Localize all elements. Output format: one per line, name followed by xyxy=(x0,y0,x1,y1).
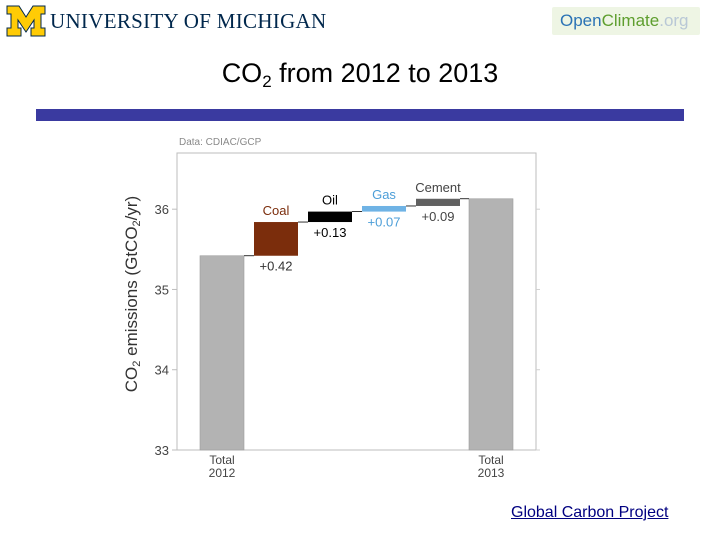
bar-name-label-cement: Cement xyxy=(415,180,461,195)
bar-oil xyxy=(308,211,352,223)
x-tick-label-total2013: Total xyxy=(478,453,503,467)
global-carbon-project-link[interactable]: Global Carbon Project xyxy=(511,504,669,521)
title-divider xyxy=(36,109,684,121)
bar-delta-label-gas: +0.07 xyxy=(368,215,401,230)
bar-delta-label-cement: +0.09 xyxy=(422,209,455,224)
bar-delta-label-coal: +0.42 xyxy=(260,259,293,274)
data-source-note: Data: CDIAC/GCP xyxy=(179,137,262,148)
openclimate-logo-open: Open xyxy=(560,11,602,30)
university-name: UNIVERSITY OF MICHIGAN xyxy=(50,9,327,33)
y-axis-label-part: emissions (GtCO xyxy=(122,226,141,360)
y-tick-label: 36 xyxy=(155,202,169,217)
y-axis-label-part: /yr) xyxy=(122,196,141,221)
y-axis-label-part: 2 xyxy=(131,361,143,367)
openclimate-logo[interactable]: OpenClimate.org xyxy=(552,7,700,35)
bar-total2012 xyxy=(199,255,245,451)
bar-delta-label-oil: +0.13 xyxy=(314,225,347,240)
slide-title-rest: from 2012 to 2013 xyxy=(271,58,499,88)
bar-gas xyxy=(362,205,406,212)
x-tick-label-total2012: 2012 xyxy=(209,466,236,480)
y-tick-label: 34 xyxy=(155,363,169,378)
header: UNIVERSITY OF MICHIGAN OpenClimate.org xyxy=(0,0,720,44)
slide-title-subscript: 2 xyxy=(262,72,272,91)
openclimate-logo-text: OpenClimate.org xyxy=(560,11,689,31)
bar-coal xyxy=(254,222,298,256)
x-tick-label-total2013: 2013 xyxy=(478,466,505,480)
y-tick-label: 33 xyxy=(155,443,169,458)
bar-name-label-oil: Oil xyxy=(322,193,338,208)
bar-cement xyxy=(416,198,460,206)
y-axis-label: CO2 emissions (GtCO2/yr) xyxy=(122,196,143,392)
bar-total2013 xyxy=(468,198,514,451)
openclimate-logo-climate: Climate xyxy=(601,11,660,30)
bar-name-label-coal: Coal xyxy=(263,203,290,218)
x-tick-label-total2012: Total xyxy=(209,453,234,467)
slide-title: CO2 from 2012 to 2013 xyxy=(0,58,720,92)
slide-title-co: CO xyxy=(221,58,263,88)
y-axis-label-part: 2 xyxy=(131,220,143,226)
bar-name-label-gas: Gas xyxy=(372,187,396,202)
openclimate-logo-org: .org xyxy=(659,11,689,30)
y-tick-label: 35 xyxy=(155,282,169,297)
y-axis-label-part: CO xyxy=(122,367,141,393)
plot-frame xyxy=(176,152,537,451)
university-of-michigan-block-m-logo xyxy=(6,5,46,37)
